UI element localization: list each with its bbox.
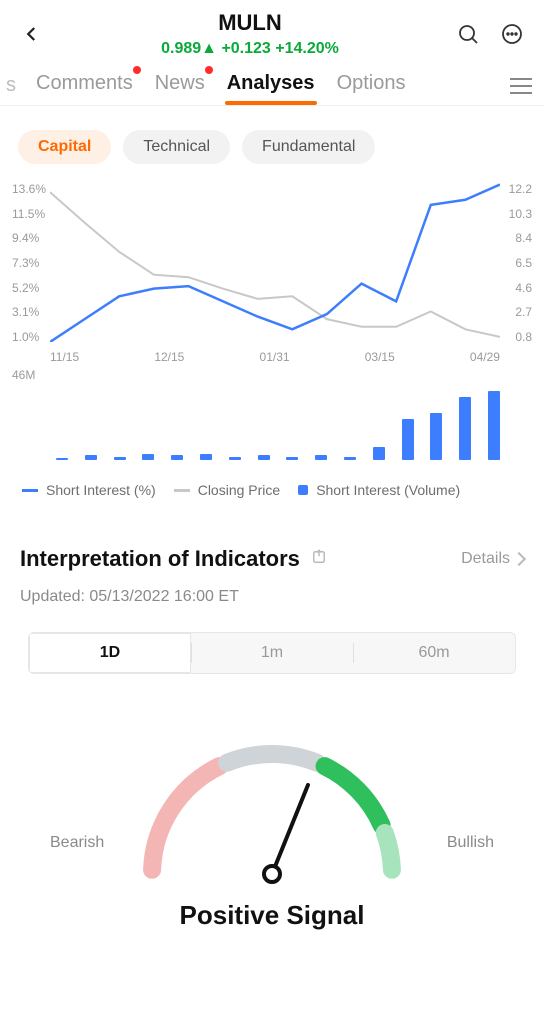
up-arrow-icon: ▲	[201, 40, 217, 57]
details-label: Details	[461, 550, 510, 568]
back-button[interactable]	[16, 18, 48, 50]
tab-overflow-icon[interactable]	[510, 72, 538, 100]
details-link[interactable]: Details	[461, 550, 524, 568]
price-pct: +14.20%	[275, 40, 339, 57]
indicators-updated: Updated: 05/13/2022 16:00 ET	[0, 584, 544, 628]
sentiment-gauge: Bearish Bullish	[0, 704, 544, 904]
chip-technical[interactable]: Technical	[123, 130, 230, 164]
tab-truncated-left[interactable]: s	[6, 74, 16, 97]
chart-y-right-axis: 12.210.38.46.54.62.70.8	[509, 182, 532, 344]
chat-icon[interactable]	[496, 18, 528, 50]
share-icon[interactable]	[310, 548, 328, 571]
short-interest-chart[interactable]: 13.6%11.5%9.4%7.3%5.2%3.1%1.0% 12.210.38…	[0, 178, 544, 368]
gauge-signal-text: Positive Signal	[0, 900, 544, 931]
tab-analyses[interactable]: Analyses	[225, 66, 317, 105]
price-change: +0.123	[221, 40, 270, 57]
title-block: MULN 0.989▲ +0.123 +14.20%	[48, 10, 452, 58]
tab-comments[interactable]: Comments	[34, 66, 135, 105]
gauge-svg	[92, 704, 452, 894]
tab-news[interactable]: News	[153, 66, 207, 105]
last-price: 0.989	[161, 40, 201, 57]
gauge-bearish-label: Bearish	[50, 834, 104, 852]
chip-fundamental[interactable]: Fundamental	[242, 130, 375, 164]
chip-capital[interactable]: Capital	[18, 130, 111, 164]
indicators-section-header: Interpretation of Indicators Details	[0, 526, 544, 584]
tf-1d[interactable]: 1D	[29, 633, 191, 673]
indicators-title: Interpretation of Indicators	[20, 546, 300, 572]
chart-lines-svg	[50, 182, 500, 342]
tab-options[interactable]: Options	[335, 66, 408, 105]
chart-legend: Short Interest (%)Closing PriceShort Int…	[0, 468, 544, 526]
volume-y-label: 46M	[12, 368, 35, 382]
volume-bars	[56, 388, 500, 460]
chart-x-axis: 11/1512/1501/3103/1504/29	[50, 350, 500, 364]
tf-1m[interactable]: 1m	[191, 633, 353, 673]
search-icon[interactable]	[452, 18, 484, 50]
chevron-right-icon	[512, 552, 526, 566]
tf-60m[interactable]: 60m	[353, 633, 515, 673]
quote-line: 0.989▲ +0.123 +14.20%	[48, 40, 452, 58]
chart-y-left-axis: 13.6%11.5%9.4%7.3%5.2%3.1%1.0%	[12, 182, 46, 344]
short-volume-chart[interactable]: 46M	[0, 368, 544, 468]
analysis-type-chips: Capital Technical Fundamental	[0, 106, 544, 178]
gauge-bullish-label: Bullish	[447, 834, 494, 852]
timeframe-segmented: 1D 1m 60m	[28, 632, 516, 674]
tab-strip: s Comments News Analyses Options	[0, 56, 544, 106]
ticker-symbol: MULN	[48, 10, 452, 36]
